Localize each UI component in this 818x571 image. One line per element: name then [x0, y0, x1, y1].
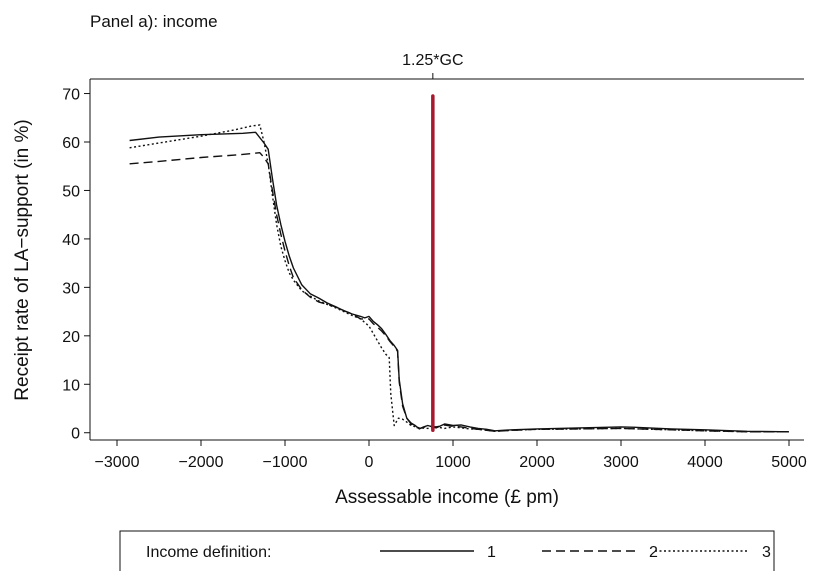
x-tick-label: 0 [365, 454, 374, 471]
series-layer [129, 124, 790, 433]
y-axis-ticks: 0 10 20 30 40 50 60 70 [62, 87, 90, 443]
x-tick-label: −1000 [263, 454, 308, 471]
legend-label-1: 1 [487, 544, 496, 561]
x-tick-label: 3000 [603, 454, 639, 471]
reference-line-layer: 1.25*GC [402, 52, 464, 433]
series-line-1 [129, 131, 790, 433]
x-axis-ticks: −3000 −2000 −1000 0 1000 2000 3000 4000 5000 [95, 440, 807, 471]
x-tick-label: 5000 [771, 454, 807, 471]
series-line-3 [129, 124, 789, 433]
reference-line-label: 1.25*GC [402, 52, 463, 69]
x-tick-label: −3000 [95, 454, 140, 471]
x-tick-label: −2000 [179, 454, 224, 471]
y-tick-label: 20 [62, 329, 80, 346]
x-axis-title: Assessable income (£ pm) [335, 487, 559, 508]
y-tick-label: 10 [62, 377, 80, 394]
legend-label-2: 2 [649, 544, 658, 561]
y-tick-label: 40 [62, 232, 80, 249]
y-axis-title: Receipt rate of LA−support (in %) [12, 119, 33, 400]
legend-label-3: 3 [762, 544, 771, 561]
x-tick-label: 1000 [435, 454, 471, 471]
legend: Income definition: 1 2 3 [119, 530, 775, 571]
y-tick-label: 50 [62, 183, 80, 200]
panel-title: Panel a): income [90, 12, 218, 31]
y-tick-label: 30 [62, 280, 80, 297]
x-tick-label: 2000 [519, 454, 555, 471]
legend-title: Income definition: [146, 544, 271, 561]
legend-entries: 1 2 3 [380, 544, 771, 561]
y-tick-label: 60 [62, 135, 80, 152]
y-tick-label: 0 [71, 426, 80, 443]
series-line-2 [129, 151, 789, 433]
y-tick-label: 70 [62, 87, 80, 104]
x-tick-label: 4000 [687, 454, 723, 471]
